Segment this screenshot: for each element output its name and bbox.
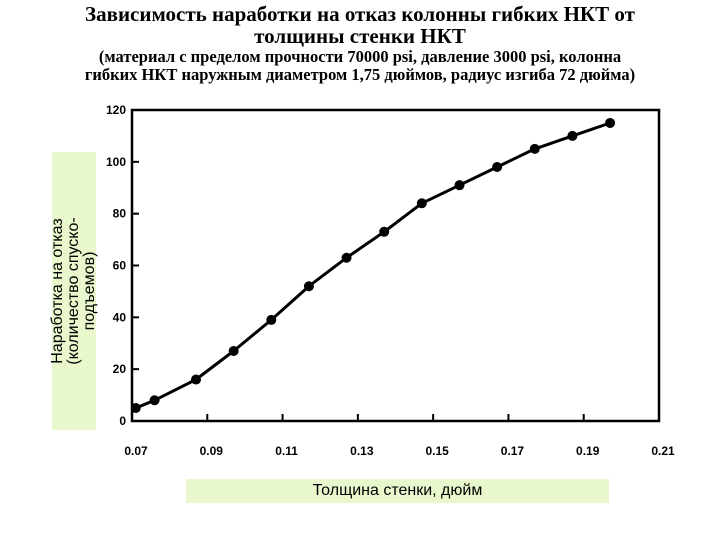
subtitle-line-1: (материал с пределом прочности 70000 psi… [98, 47, 622, 66]
x-axis-ticks: 0.07 0.09 0.11 0.13 0.15 0.17 0.19 0.21 [124, 414, 675, 458]
data-point [228, 346, 239, 357]
data-point [605, 117, 616, 128]
y-tick-label: 40 [113, 310, 127, 324]
x-axis-label: Толщина стенки, дюйм [186, 479, 609, 503]
data-point [190, 374, 201, 385]
y-tick-label: 80 [113, 207, 127, 221]
chart-subtitle: (материал с пределом прочности 70000 psi… [0, 48, 720, 84]
data-point [567, 130, 578, 141]
y-tick-label: 60 [113, 259, 127, 273]
data-point [492, 162, 503, 173]
series-markers [130, 117, 616, 414]
y-axis-ticks: 0 20 40 60 80 100 120 [106, 103, 139, 428]
data-point [416, 198, 427, 209]
chart-title: Зависимость наработки на отказ колонны г… [0, 3, 720, 47]
series-line [135, 121, 611, 410]
plot-frame [130, 108, 661, 423]
y-tick-label: 100 [106, 155, 126, 169]
subtitle-line-2: гибких НКТ наружным диаметром 1,75 дюймо… [84, 65, 636, 84]
data-point [529, 143, 540, 154]
data-point [266, 314, 277, 325]
x-tick-label: 0.19 [576, 444, 600, 458]
y-tick-label: 20 [113, 362, 127, 376]
data-point [379, 226, 390, 237]
data-point [341, 252, 352, 263]
x-tick-label: 0.09 [200, 444, 224, 458]
data-point [130, 403, 141, 414]
x-tick-label: 0.07 [124, 444, 148, 458]
data-point [149, 395, 160, 406]
x-tick-label: 0.11 [275, 444, 298, 458]
data-point [303, 281, 314, 292]
x-tick-label: 0.15 [425, 444, 449, 458]
y-axis-label-background [52, 152, 96, 430]
data-point [454, 180, 465, 191]
x-tick-label: 0.21 [651, 444, 675, 458]
y-tick-label: 120 [106, 103, 126, 117]
title-line-2: толщины стенки НКТ [254, 24, 466, 48]
y-tick-label: 0 [119, 414, 126, 428]
x-tick-label: 0.13 [350, 444, 374, 458]
x-tick-label: 0.17 [501, 444, 525, 458]
title-line-1: Зависимость наработки на отказ колонны г… [85, 2, 635, 26]
